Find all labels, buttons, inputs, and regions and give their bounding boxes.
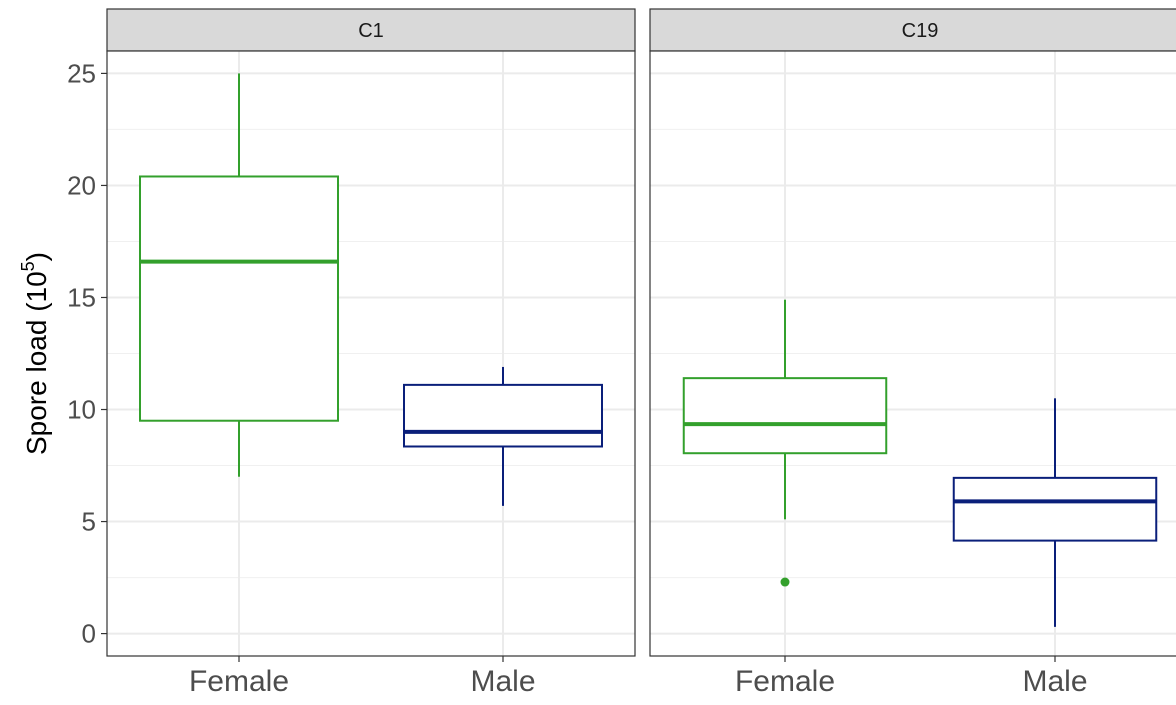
y-tick-label: 20 <box>67 170 96 200</box>
x-tick-label-female: Female <box>735 665 835 698</box>
y-axis-title-main: Spore load (10 <box>21 271 52 455</box>
box-iqr <box>952 476 1158 542</box>
facet-strip-label: C1 <box>358 20 384 42</box>
boxplot-male <box>403 366 603 506</box>
facet-strip <box>649 8 1176 52</box>
panel-border <box>649 50 1176 657</box>
y-axis-title-text: Spore load (105) <box>18 252 52 455</box>
x-tick-label-male: Male <box>1022 665 1087 698</box>
y-tick-label: 10 <box>67 395 96 425</box>
y-axis-title-superscript: 5 <box>18 261 38 271</box>
facet-panel-c1: C1 Female Male <box>106 8 636 698</box>
x-tick-label-female: Female <box>189 665 289 698</box>
boxplot-female <box>682 299 888 587</box>
facet-panel-c19: C19 Female Male <box>649 8 1176 698</box>
facet-panels: C1 Female Male C19 Female Male <box>106 8 1176 698</box>
outlier-point <box>780 577 790 587</box>
facet-strip-label: C19 <box>902 20 939 42</box>
y-tick-label: 15 <box>67 282 96 312</box>
boxplot-male <box>952 398 1158 627</box>
y-tick-label: 0 <box>82 619 96 649</box>
panel-border <box>106 50 636 657</box>
x-tick-label-male: Male <box>470 665 535 698</box>
boxplot-female <box>139 73 339 477</box>
y-axis-title: Spore load (105) <box>18 252 52 455</box>
y-tick-label: 25 <box>67 58 96 88</box>
y-axis-ticks: 0 5 10 15 20 25 <box>67 58 107 649</box>
y-tick-label: 5 <box>82 507 96 537</box>
box-iqr <box>682 377 888 455</box>
box-iqr <box>139 175 339 422</box>
box-iqr <box>403 383 603 448</box>
y-axis-title-close: ) <box>21 252 52 261</box>
